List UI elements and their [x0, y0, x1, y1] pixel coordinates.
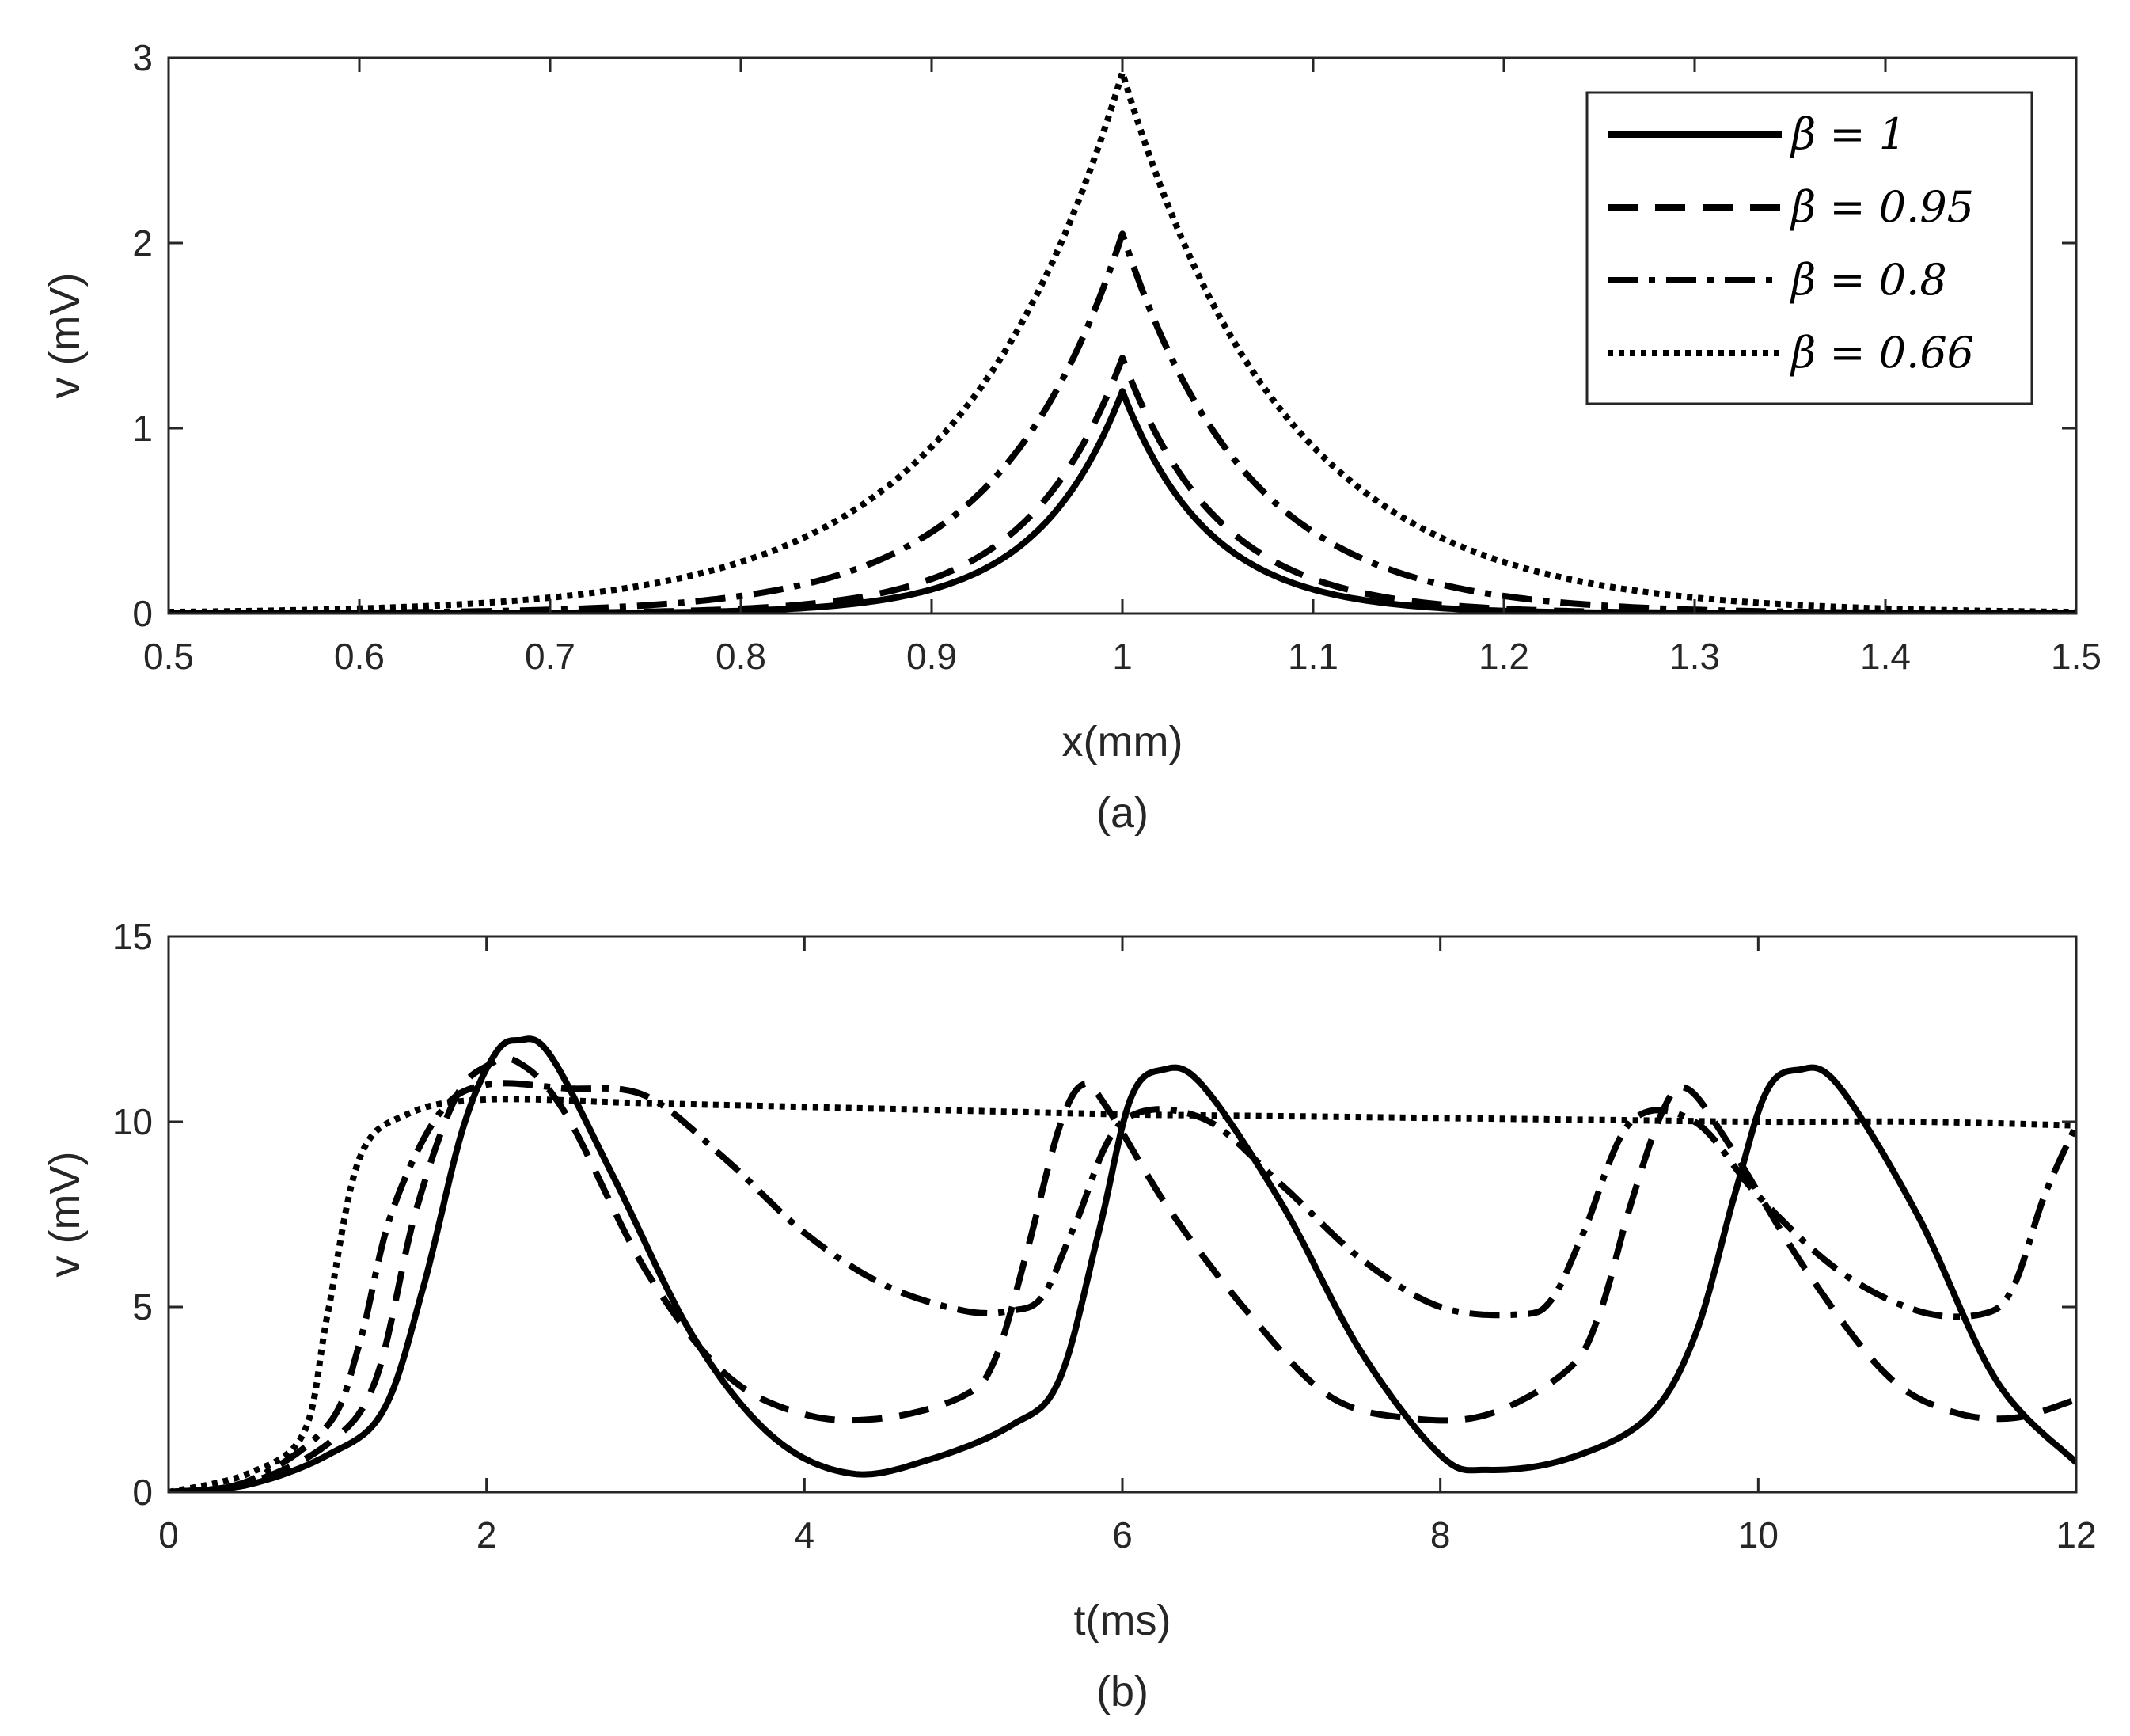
series-line-dotted [169, 69, 2076, 613]
x-tick-label: 1.5 [2051, 636, 2102, 677]
legend-box [1585, 91, 2033, 405]
panel-b-y-tick-labels: 0 5 10 15 [112, 916, 153, 1513]
panel-a-xlabel: x(mm) [1062, 718, 1183, 765]
panel-b-xlabel: t(ms) [1074, 1597, 1171, 1644]
x-tick-label: 8 [1430, 1514, 1451, 1556]
series-line-dashdot [169, 1080, 2076, 1492]
x-tick-label: 1.4 [1860, 636, 1911, 677]
series-line-dashed [169, 1055, 2076, 1492]
legend-label-beta-095: β = 0.95 [1790, 182, 1974, 232]
y-tick-label: 3 [132, 37, 153, 78]
y-tick-label: 0 [132, 1472, 153, 1513]
y-tick-label: 10 [112, 1101, 153, 1142]
legend: β = 1 β = 0.95 β = 0.8 β = 0.66 [1585, 91, 2033, 405]
x-tick-label: 1.1 [1288, 636, 1338, 677]
x-tick-label: 0.8 [716, 636, 766, 677]
x-tick-label: 1.2 [1479, 636, 1529, 677]
x-tick-label: 1.3 [1669, 636, 1720, 677]
panel-b-ylabel: v (mV) [41, 1152, 89, 1278]
y-tick-label: 1 [132, 408, 153, 449]
panel-b-label: (b) [1096, 1668, 1149, 1715]
series-line-dashdot [169, 230, 2076, 613]
x-tick-label: 2 [476, 1514, 497, 1556]
series-line-solid [169, 1035, 2076, 1492]
y-tick-label: 15 [112, 916, 153, 957]
panel-a-ylabel: v (mV) [41, 273, 89, 399]
y-tick-label: 5 [132, 1286, 153, 1328]
legend-label-beta-08: β = 0.8 [1790, 255, 1947, 305]
x-tick-label: 0.6 [334, 636, 385, 677]
x-tick-label: 10 [1738, 1514, 1779, 1556]
x-tick-label: 0 [158, 1514, 179, 1556]
panel-b-curves [169, 1035, 2076, 1492]
panel-a-x-tick-labels: 0.5 0.6 0.7 0.8 0.9 1 1.1 1.2 1.3 1.4 1.5 [143, 636, 2102, 677]
x-tick-label: 0.5 [143, 636, 194, 677]
x-tick-label: 4 [795, 1514, 815, 1556]
panel-a-frame [167, 56, 2078, 615]
x-tick-label: 6 [1112, 1514, 1133, 1556]
panel-b: 0 2 4 6 8 10 12 0 5 10 15 t(ms) (b) v (mV) [41, 916, 2097, 1715]
panel-a-label: (a) [1096, 789, 1149, 837]
y-tick-label: 2 [132, 222, 153, 264]
panel-a: 0.5 0.6 0.7 0.8 0.9 1 1.1 1.2 1.3 1.4 1.5 0 1 2 3 x(m… [41, 37, 2102, 837]
x-tick-label: 12 [2056, 1514, 2096, 1556]
x-tick-label: 0.7 [525, 636, 575, 677]
panel-a-y-tick-labels: 0 1 2 3 [132, 37, 153, 634]
y-tick-label: 0 [132, 593, 153, 634]
x-tick-label: 1 [1112, 636, 1133, 677]
legend-label-beta-066: β = 0.66 [1790, 328, 1974, 378]
panel-b-frame [167, 935, 2078, 1494]
x-tick-label: 0.9 [906, 636, 957, 677]
series-line-dotted [169, 1096, 2076, 1492]
panel-b-x-tick-labels: 0 2 4 6 8 10 12 [158, 1514, 2096, 1556]
legend-label-beta-1: β = 1 [1790, 109, 1906, 159]
